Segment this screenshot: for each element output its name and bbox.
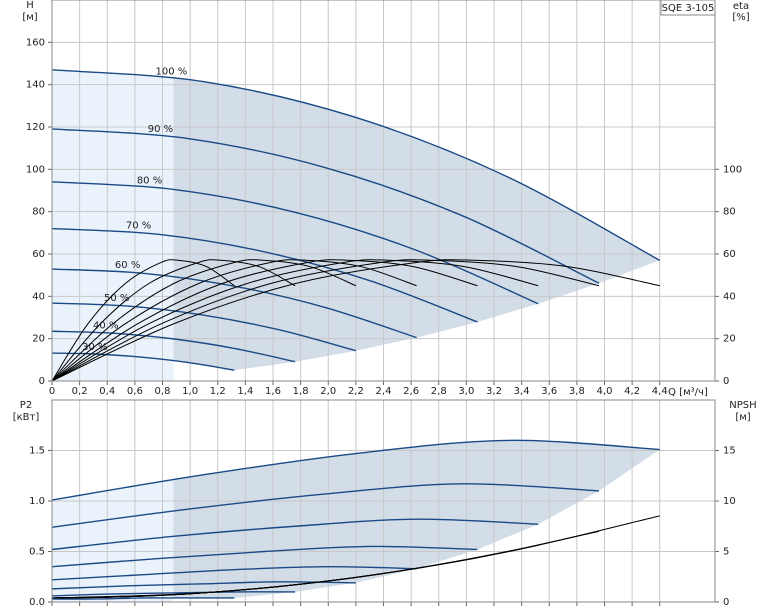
secondary-curve [51,259,357,382]
x-tick-label: 1,2 [210,386,226,397]
pump-curve [51,518,539,551]
y2-axis-unit: [м] [735,412,750,423]
y-tick-label: 120 [26,122,45,133]
x-tick-label: 2,4 [376,386,392,397]
y2-tick-label: 100 [723,164,742,175]
pump-curve [51,439,660,501]
pump-curve [51,565,417,581]
y-tick-label: 20 [32,334,45,345]
y-tick-label: 1.0 [29,496,45,507]
x-tick-label: 0,6 [127,386,143,397]
y-axis-label: P2 [20,400,32,411]
x-tick-label: 2,2 [348,386,364,397]
curve-label: 40 % [93,321,118,332]
pump-curve [51,545,478,568]
x-tick-label: 0,4 [99,386,115,397]
x-tick-label: 1,6 [265,386,281,397]
secondary-curve [51,259,539,382]
curve-label: 60 % [115,260,140,271]
y2-tick-label: 5 [723,547,729,558]
y2-tick-label: 15 [723,446,736,457]
y2-tick-label: 40 [723,291,736,302]
secondary-curve [51,259,235,382]
x-tick-label: 2,8 [431,386,447,397]
y-tick-label: 100 [26,164,45,175]
x-tick-label: 2,6 [403,386,419,397]
x-axis-label: Q [м³/ч] [668,387,708,398]
curve-label: 30 % [82,342,107,353]
x-tick-label: 0 [49,386,55,397]
y-axis-unit: [кВт] [13,412,40,423]
pump-curve [51,483,600,528]
light-region [52,69,174,381]
curve-label: 70 % [126,221,151,232]
x-tick-label: 3,6 [541,386,557,397]
title-box [660,0,716,16]
pump-curve [51,128,600,284]
y-tick-label: 80 [32,207,45,218]
operating-region [173,77,660,371]
secondary-curve [51,259,600,382]
y-tick-label: 160 [26,37,45,48]
x-tick-label: 1,4 [237,386,253,397]
y-axis-unit: [м] [22,12,37,23]
y2-tick-label: 0 [723,376,729,387]
y-tick-label: 0.0 [29,597,45,608]
pump-curve [51,268,417,339]
secondary-curve [51,590,235,599]
y2-axis-label: eta [733,1,749,12]
pump-curve [51,227,478,323]
x-tick-label: 0,8 [155,386,171,397]
x-tick-label: 3,8 [569,386,585,397]
curve-label: 100 % [156,66,188,77]
pump-curve [51,69,661,261]
x-tick-label: 3,2 [486,386,502,397]
x-tick-label: 4,2 [624,386,640,397]
chart-title: SQE 3-105 [662,3,715,14]
y-tick-label: 60 [32,249,45,260]
pump-curve [51,581,356,590]
pump-curve [51,330,296,363]
pump-curve [51,597,235,600]
y-tick-label: 140 [26,80,45,91]
pump-curve [51,181,539,305]
y2-tick-label: 10 [723,496,736,507]
y2-tick-label: 60 [723,249,736,260]
y2-tick-label: 20 [723,334,736,345]
plot-frame [51,399,716,603]
x-tick-label: 4,0 [597,386,613,397]
y-tick-label: 1.5 [29,446,45,457]
x-tick-label: 3,4 [514,386,530,397]
y-tick-label: 0 [39,376,45,387]
secondary-curve [51,259,296,382]
secondary-curve [51,259,417,382]
x-tick-label: 3,0 [458,386,474,397]
curve-label: 80 % [137,175,162,186]
x-tick-label: 1,8 [293,386,309,397]
pump-curve [51,352,235,371]
x-tick-label: 2,0 [320,386,336,397]
pump-curve [51,591,296,597]
curve-label: 90 % [148,124,173,135]
y2-axis-unit: [%] [732,12,749,23]
secondary-curve [51,259,660,382]
y-axis-label: H [26,0,34,11]
light-region [52,479,174,602]
x-tick-label: 0,2 [72,386,88,397]
y2-axis-label: NPSH [729,400,756,411]
y2-tick-label: 80 [723,207,736,218]
plot-frame [51,0,716,382]
y2-tick-label: 0 [723,597,729,608]
secondary-curve [51,259,478,382]
y-tick-label: 0.5 [29,547,45,558]
x-tick-label: 4,4 [652,386,668,397]
curve-label: 50 % [104,293,129,304]
y-tick-label: 40 [32,291,45,302]
x-tick-label: 1,0 [182,386,198,397]
